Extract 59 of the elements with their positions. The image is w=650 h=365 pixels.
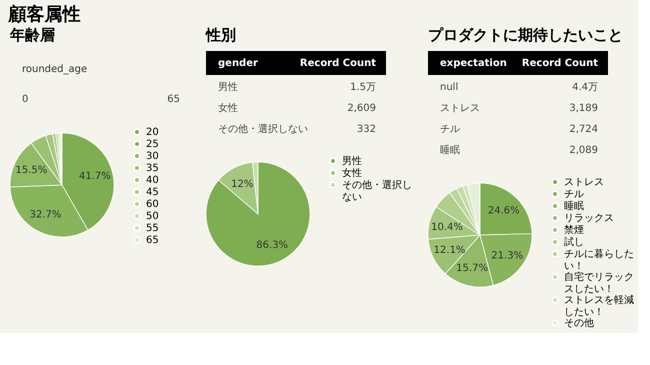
data-label: 15.7%	[456, 263, 488, 274]
text: 睡眠	[440, 144, 460, 156]
text: gender	[218, 58, 258, 69]
legend-label: 女性	[342, 167, 362, 179]
text: 年齢層	[9, 26, 55, 44]
legend-label: 睡眠	[564, 200, 584, 212]
text: チル	[440, 124, 460, 135]
legend-label: 禁煙	[564, 224, 584, 236]
text: 男性	[218, 81, 238, 93]
legend-label: その他・選択しない	[342, 179, 412, 203]
pie-slice	[206, 162, 310, 266]
text: 65	[167, 94, 180, 105]
text: その他・選択しない	[218, 123, 308, 135]
legend-label: 30	[146, 151, 159, 162]
text: 性別	[205, 26, 236, 44]
data-label: 10.4%	[431, 222, 463, 233]
data-label: 12.1%	[434, 245, 466, 256]
legend-label: 20	[146, 127, 159, 138]
legend-label: チルに暮らしたい！	[564, 248, 634, 272]
legend-label: リラックス	[564, 213, 614, 224]
legend-label: 40	[146, 175, 159, 186]
legend-label: 試し	[564, 236, 584, 248]
text: rounded_age	[22, 64, 88, 75]
data-label: 32.7%	[30, 210, 62, 221]
legend-label: チル	[564, 189, 584, 200]
legend-label: 35	[146, 163, 159, 174]
text: プロダクトに期待したいこと	[428, 26, 623, 44]
text: expectation	[440, 58, 507, 69]
legend-label: その他	[564, 317, 594, 329]
text: 顧客属性	[8, 4, 81, 25]
legend-label: 45	[146, 187, 159, 198]
data-label: 41.7%	[78, 171, 111, 182]
legend-label: ストレスを軽減したい！	[564, 294, 634, 318]
text: 3,189	[569, 103, 598, 114]
legend-label: 自宅でリラックスしたい！	[564, 271, 634, 295]
text: Record Count	[300, 58, 376, 69]
data-label: 86.3%	[256, 240, 288, 251]
legend-label: 55	[146, 223, 159, 234]
text: null	[440, 82, 458, 93]
text: 2,724	[569, 124, 598, 135]
text: 2,089	[569, 145, 598, 156]
legend-label: 男性	[342, 155, 362, 167]
data-label: 12%	[231, 178, 254, 190]
data-label: 21.3%	[491, 250, 524, 262]
legend-label: 50	[146, 211, 159, 222]
text: 2,609	[347, 103, 376, 114]
text: 332	[356, 124, 376, 135]
text: Record Count	[522, 58, 598, 69]
text: 女性	[218, 102, 238, 114]
text: 1.5万	[350, 82, 376, 93]
legend-label: 60	[146, 199, 159, 210]
legend-label: 65	[146, 235, 159, 246]
data-label: 15.5%	[15, 165, 48, 176]
text: ストレス	[440, 103, 480, 114]
text: 4.4万	[572, 82, 598, 93]
legend-label: ストレス	[564, 177, 604, 188]
data-label: 24.6%	[488, 206, 520, 217]
text: 0	[22, 94, 28, 105]
legend-label: 25	[146, 139, 159, 150]
